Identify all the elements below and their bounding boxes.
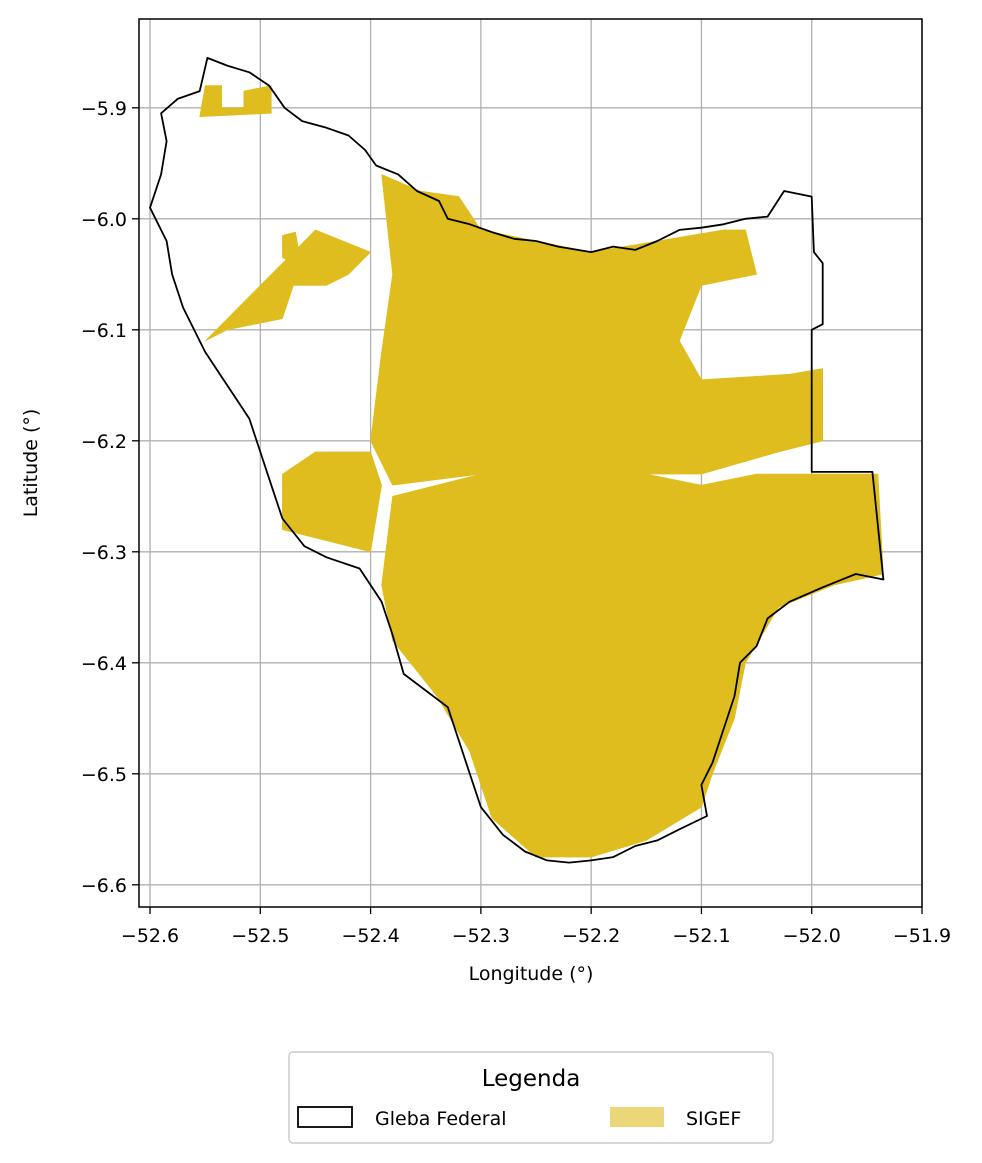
legend-label-sigef: SIGEF bbox=[686, 1108, 741, 1130]
sigef-parcel bbox=[381, 462, 884, 858]
sigef-parcel bbox=[282, 451, 382, 553]
legend-swatch-gleba-federal bbox=[297, 1106, 353, 1128]
plot-frame bbox=[138, 18, 923, 908]
y-tick-label: −6.0 bbox=[81, 209, 127, 231]
sigef-parcels bbox=[199, 85, 884, 858]
y-tick-label: −6.1 bbox=[81, 320, 127, 342]
x-tick-label: −52.3 bbox=[452, 925, 510, 947]
x-tick-label: −52.1 bbox=[672, 925, 730, 947]
y-tick-label: −6.2 bbox=[81, 431, 127, 453]
legend-swatch-sigef bbox=[610, 1107, 664, 1127]
y-tick-label: −6.4 bbox=[81, 653, 127, 675]
y-tick-label: −6.3 bbox=[81, 542, 127, 564]
x-axis-ticks: −52.6 −52.5 −52.4 −52.3 −52.2 −52.1 −52.0 −51.9 bbox=[121, 907, 951, 947]
x-tick-label: −51.9 bbox=[893, 925, 951, 947]
sigef-parcel bbox=[204, 229, 371, 342]
y-tick-label: −5.9 bbox=[81, 98, 127, 120]
x-axis-label: Longitude (°) bbox=[469, 963, 594, 985]
y-axis-label: Latitude (°) bbox=[20, 409, 42, 518]
x-tick-label: −52.6 bbox=[121, 925, 179, 947]
y-tick-label: −6.6 bbox=[81, 875, 127, 897]
x-tick-label: −52.0 bbox=[783, 925, 841, 947]
gleba-boundary bbox=[149, 57, 885, 864]
sigef-parcel bbox=[199, 85, 272, 117]
y-tick-label: −6.5 bbox=[81, 764, 127, 786]
x-tick-label: −52.4 bbox=[341, 925, 399, 947]
x-tick-label: −52.2 bbox=[562, 925, 620, 947]
gleba-federal-outline bbox=[149, 57, 885, 864]
x-tick-label: −52.5 bbox=[231, 925, 289, 947]
legend: Legenda Gleba Federal SIGEF bbox=[288, 1051, 774, 1144]
y-axis-ticks: −5.9 −6.0 −6.1 −6.2 −6.3 −6.4 −6.5 −6.6 bbox=[81, 98, 139, 897]
legend-title: Legenda bbox=[482, 1066, 581, 1092]
legend-label-gleba-federal: Gleba Federal bbox=[375, 1108, 507, 1130]
